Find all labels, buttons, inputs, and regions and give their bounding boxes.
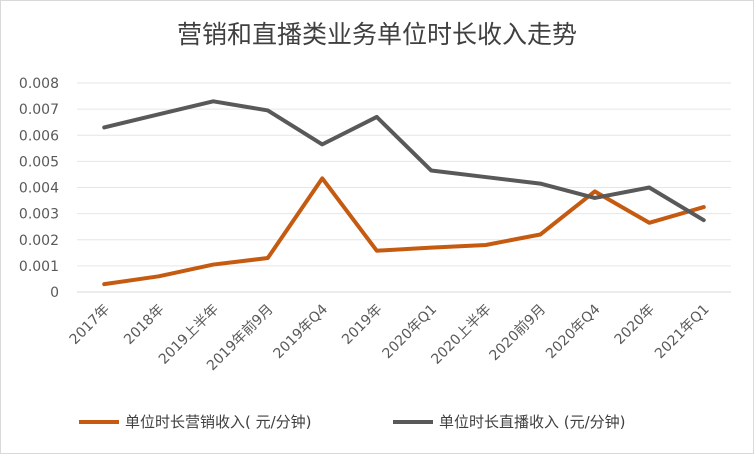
data-point-series-0 [266,256,270,260]
data-point-series-0 [102,282,106,286]
legend-swatch-marketing [79,419,119,424]
gridlines [77,82,731,293]
data-point-series-0 [375,249,379,253]
data-point-series-1 [102,125,106,129]
data-point-series-1 [647,186,651,189]
data-point-series-0 [484,243,488,247]
x-tick-label: 2017年 [67,302,113,348]
data-point-series-1 [320,142,324,146]
data-point-series-1 [375,115,379,119]
data-point-series-0 [211,263,215,267]
data-point-series-1 [429,169,433,173]
data-point-series-1 [593,196,597,200]
y-tick-label: 0.003 [19,207,59,223]
legend-item-livestream: 单位时长直播收入 (元/分钟) [393,411,626,432]
x-tick-label: 2020年Q4 [543,301,604,362]
data-point-series-1 [211,99,215,103]
x-tick-label: 2018年 [121,302,167,348]
data-point-series-1 [484,175,488,179]
y-tick-label: 0 [50,285,59,301]
series-lines [102,99,706,287]
data-point-series-1 [157,112,161,116]
data-point-series-0 [157,274,161,278]
legend: 单位时长营销收入( 元/分钟) 单位时长直播收入 (元/分钟) [1,411,753,435]
y-tick-label: 0.007 [19,102,59,118]
x-tick-label: 2019年 [339,302,385,348]
y-tick-label: 0.005 [19,154,59,170]
data-point-series-0 [429,246,433,250]
data-point-series-0 [593,189,597,193]
y-tick-label: 0.004 [19,181,59,197]
data-point-series-0 [702,205,706,209]
data-point-series-0 [538,233,542,237]
y-tick-label: 0.002 [19,233,59,249]
legend-label-livestream: 单位时长直播收入 (元/分钟) [439,413,626,431]
series-line-1 [102,99,706,223]
x-tick-label: 2020年 [612,302,658,348]
legend-item-marketing: 单位时长营销收入( 元/分钟) [79,411,312,432]
y-axis-ticks: 0 0.001 0.002 0.003 0.004 0.005 0.006 0.007 0.00… [19,76,59,301]
x-tick-label: 2019年Q4 [271,301,332,362]
x-tick-label: 2020前9月 [486,301,549,364]
data-point-series-1 [266,108,270,112]
data-point-series-0 [647,221,651,225]
y-tick-label: 0.008 [19,76,59,92]
y-tick-label: 0.006 [19,128,59,144]
legend-label-marketing: 单位时长营销收入( 元/分钟) [125,413,312,431]
chart-title: 营销和直播类业务单位时长收入走势 [176,20,577,49]
data-point-series-1 [538,182,542,186]
y-tick-label: 0.001 [19,259,59,275]
data-point-series-0 [320,176,324,180]
legend-swatch-livestream [393,419,433,424]
x-tick-label: 2021年Q1 [652,302,713,363]
data-point-series-1 [702,218,706,222]
